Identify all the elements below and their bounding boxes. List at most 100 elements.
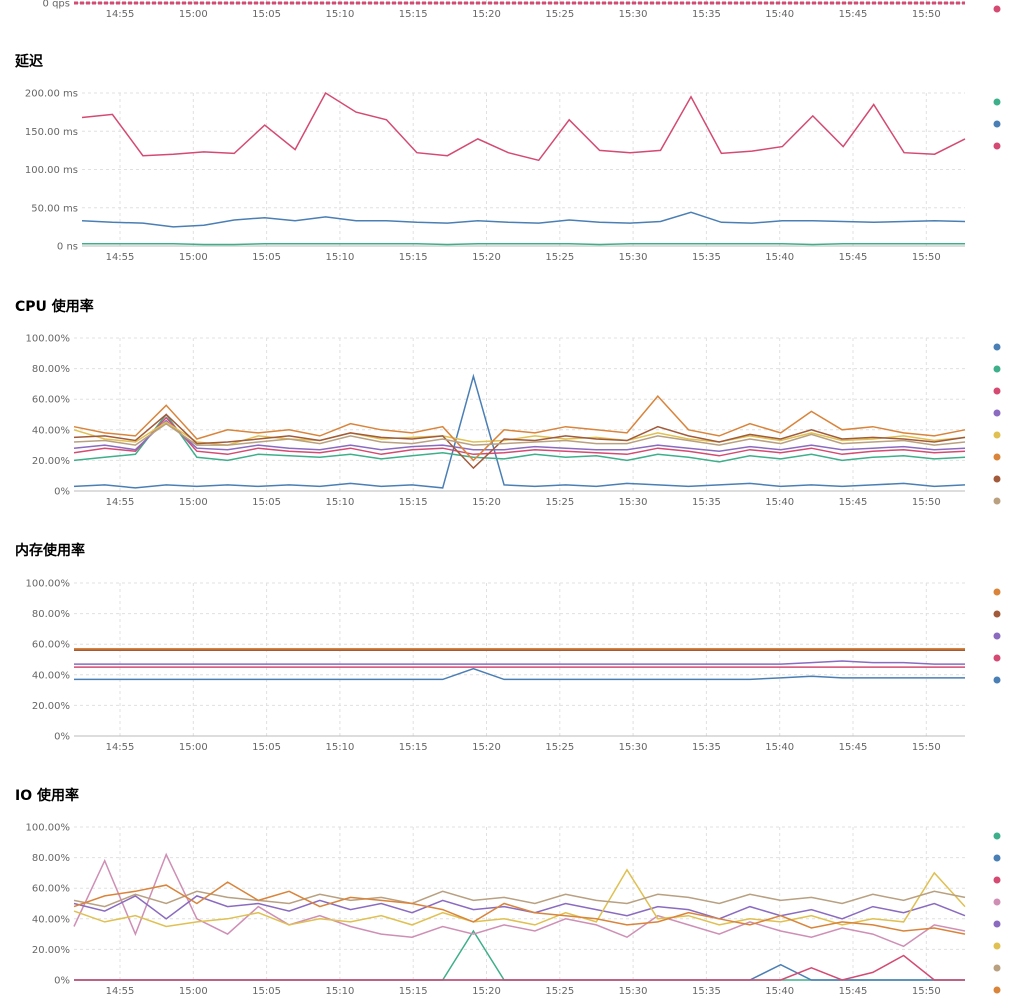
x-tick-label: 15:45 — [839, 986, 868, 997]
y-tick-label: 80.00% — [32, 364, 70, 375]
y-tick-label: 60.00% — [32, 640, 70, 651]
series-line — [73, 881, 966, 935]
x-tick-label: 15:30 — [619, 986, 648, 997]
x-tick-label: 15:50 — [912, 9, 941, 20]
x-tick-label: 14:55 — [106, 986, 135, 997]
x-tick-label: 15:15 — [399, 9, 428, 20]
series-line — [74, 963, 965, 981]
x-tick-label: 15:50 — [912, 252, 941, 263]
legend-dot — [993, 920, 1001, 928]
legend-dot — [993, 475, 1001, 483]
x-tick-label: 15:35 — [692, 986, 721, 997]
x-tick-label: 15:35 — [692, 742, 721, 753]
x-tick-label: 15:05 — [252, 252, 281, 263]
legend-dot — [993, 98, 1001, 106]
memory-panel-title: 内存使用率 — [15, 543, 85, 559]
legend-dot — [993, 588, 1001, 596]
legend-dot — [993, 453, 1001, 461]
legend-dot — [993, 832, 1001, 840]
series-line — [73, 852, 966, 948]
legend-dot — [993, 343, 1001, 351]
x-tick-label: 15:45 — [839, 497, 868, 508]
x-tick-label: 15:50 — [912, 986, 941, 997]
y-tick-label: 80.00% — [32, 609, 70, 620]
x-tick-label: 15:45 — [839, 9, 868, 20]
y-tick-label: 0% — [54, 976, 70, 987]
x-tick-label: 15:40 — [765, 986, 794, 997]
x-tick-label: 15:50 — [912, 497, 941, 508]
legend-dot — [993, 654, 1001, 662]
x-tick-label: 15:35 — [692, 497, 721, 508]
y-tick-label: 80.00% — [32, 853, 70, 864]
legend-dot — [993, 876, 1001, 884]
legend-dot — [993, 898, 1001, 906]
legend-dot — [993, 387, 1001, 395]
series-line — [73, 890, 966, 908]
series-line — [74, 660, 965, 665]
x-tick-label: 15:25 — [545, 742, 574, 753]
x-tick-label: 15:20 — [472, 986, 501, 997]
y-tick-label: 40.00% — [32, 914, 70, 925]
x-tick-label: 15:50 — [912, 742, 941, 753]
series-line — [73, 416, 966, 457]
y-tick-label: 20.00% — [32, 456, 70, 467]
x-tick-label: 15:45 — [839, 742, 868, 753]
x-tick-label: 15:30 — [619, 9, 648, 20]
x-tick-label: 15:00 — [179, 9, 208, 20]
x-tick-label: 15:35 — [692, 252, 721, 263]
series-line — [74, 929, 965, 981]
series-line — [73, 419, 966, 452]
series-line — [82, 242, 965, 246]
series-line — [81, 91, 966, 162]
x-tick-label: 15:25 — [545, 497, 574, 508]
x-tick-label: 15:30 — [619, 497, 648, 508]
y-tick-label: 0% — [54, 487, 70, 498]
io-panel-title: IO 使用率 — [15, 788, 79, 804]
x-tick-label: 15:20 — [472, 9, 501, 20]
x-tick-label: 15:10 — [325, 497, 354, 508]
y-tick-label: 150.00 ms — [25, 127, 78, 138]
legend-dot — [993, 676, 1001, 684]
legend-dot — [993, 142, 1001, 150]
x-tick-label: 15:15 — [399, 252, 428, 263]
x-tick-label: 15:30 — [619, 742, 648, 753]
x-tick-label: 15:15 — [399, 497, 428, 508]
cpu-panel-title: CPU 使用率 — [15, 299, 94, 315]
x-tick-label: 15:05 — [252, 9, 281, 20]
x-tick-label: 15:25 — [545, 9, 574, 20]
legend-dot — [993, 5, 1001, 13]
series-line — [73, 394, 966, 462]
x-tick-label: 15:15 — [399, 986, 428, 997]
x-tick-label: 15:05 — [252, 986, 281, 997]
x-tick-label: 15:10 — [325, 252, 354, 263]
series-line — [73, 422, 966, 446]
legend-dot — [993, 986, 1001, 994]
y-tick-label: 100.00% — [26, 823, 71, 834]
x-tick-label: 15:10 — [325, 742, 354, 753]
x-tick-label: 15:00 — [179, 497, 208, 508]
series-line — [73, 868, 966, 928]
x-tick-label: 15:05 — [252, 742, 281, 753]
x-tick-label: 15:15 — [399, 742, 428, 753]
legend-dot — [993, 610, 1001, 618]
legend-dot — [993, 365, 1001, 373]
series-line — [73, 895, 966, 920]
x-tick-label: 15:20 — [472, 252, 501, 263]
series-line — [74, 954, 965, 981]
x-tick-label: 15:00 — [179, 986, 208, 997]
x-tick-label: 15:10 — [325, 986, 354, 997]
legend-dot — [993, 431, 1001, 439]
x-tick-label: 15:05 — [252, 497, 281, 508]
x-tick-label: 15:25 — [545, 252, 574, 263]
x-tick-label: 15:20 — [472, 742, 501, 753]
series-line — [73, 413, 966, 463]
x-tick-label: 14:55 — [106, 9, 135, 20]
x-tick-label: 14:55 — [106, 252, 135, 263]
x-tick-label: 15:30 — [619, 252, 648, 263]
y-tick-label: 40.00% — [32, 425, 70, 436]
legend-dot — [993, 942, 1001, 950]
series-line — [74, 667, 965, 681]
y-tick-label: 200.00 ms — [25, 89, 78, 100]
y-tick-label: 60.00% — [32, 395, 70, 406]
